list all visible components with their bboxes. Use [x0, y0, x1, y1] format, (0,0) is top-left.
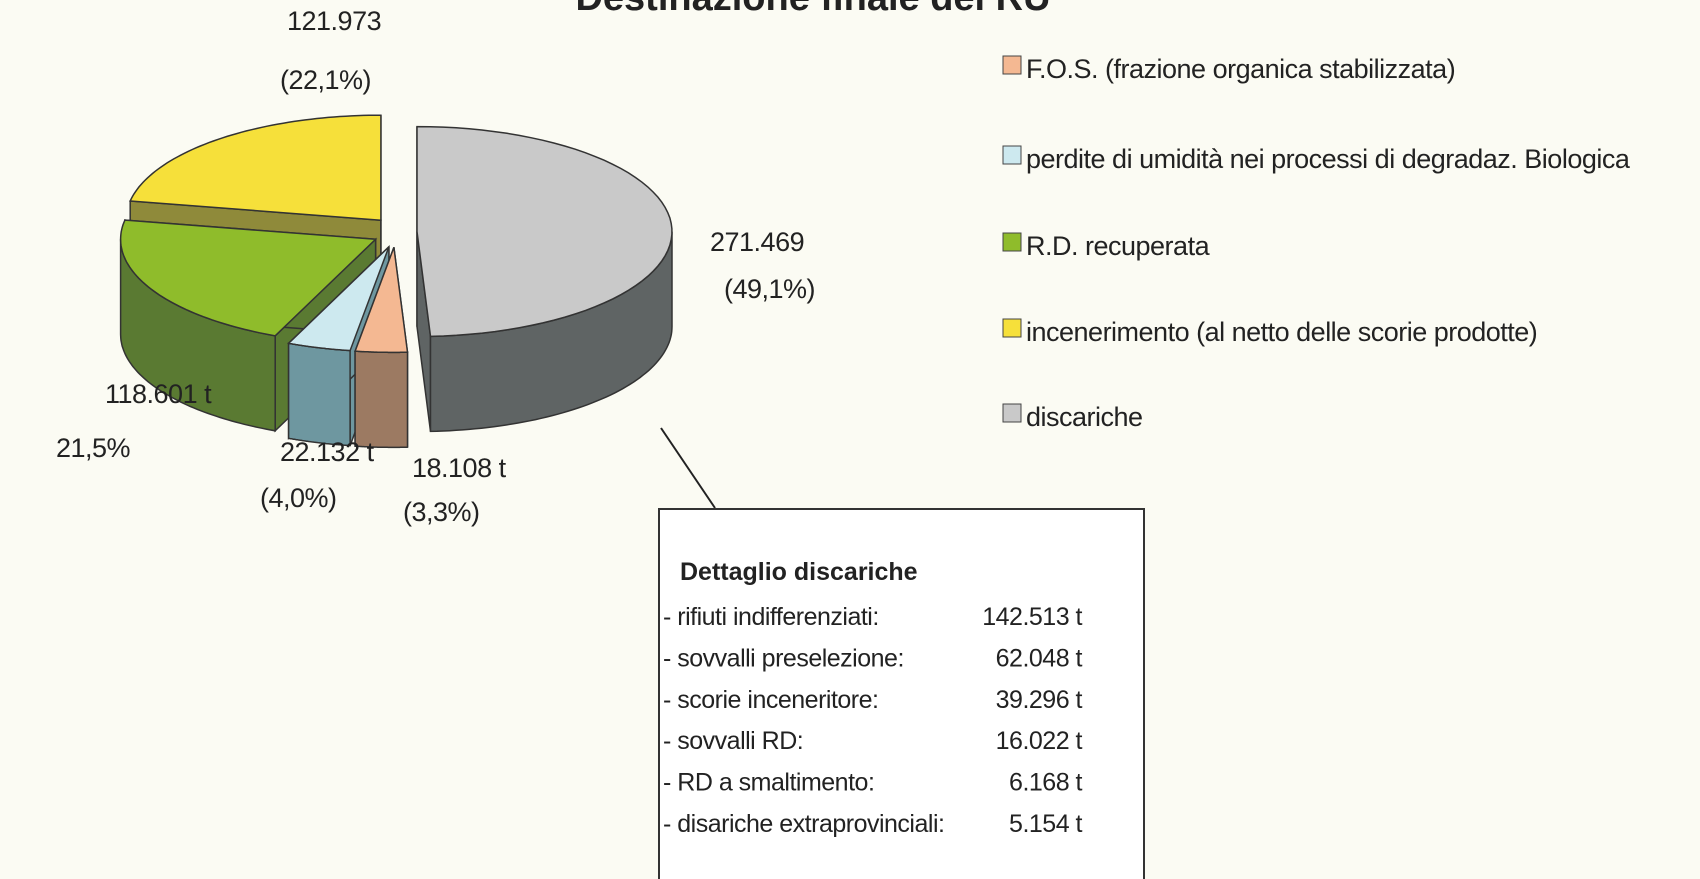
annotation-item-label: - sovvalli RD: [663, 727, 803, 755]
percentage-label: (3,3%) [403, 497, 480, 527]
legend-label: R.D. recuperata [1026, 231, 1211, 261]
leader-line [660, 427, 716, 509]
legend-swatch [1002, 232, 1022, 252]
annotation-item-label: - RD a smaltimento: [663, 769, 874, 797]
value-label: 118.601 t [105, 379, 212, 409]
legend-swatch [1002, 403, 1022, 423]
annotation-item-value: 62.048 t [996, 644, 1083, 672]
legend-swatch [1002, 145, 1022, 165]
annotation-item-label: - sovvalli preselezione: [663, 644, 904, 672]
percentage-label: 21,5% [56, 433, 131, 463]
percentage-label: (49,1%) [724, 274, 815, 304]
annotation-item-value: 5.154 t [1009, 810, 1083, 838]
percentage-label: (22,1%) [280, 65, 371, 95]
slice-top [129, 114, 382, 222]
annotation-item-value: 6.168 t [1009, 769, 1083, 797]
slice-wall [287, 342, 351, 447]
value-label: 18.108 t [412, 453, 507, 483]
annotation-title: Dettaglio discariche [680, 558, 918, 586]
percentage-label: (4,0%) [260, 483, 337, 513]
legend-label: discariche [1026, 402, 1143, 432]
legend: F.O.S. (frazione organica stabilizzata) p… [1002, 54, 1631, 432]
value-label: 121.973 [287, 6, 381, 36]
chart-title: Destinazione finale dei RU [575, 0, 1050, 19]
legend-label: incenerimento (al netto delle scorie pro… [1026, 317, 1537, 347]
slice [416, 125, 673, 433]
legend-swatch [1002, 318, 1022, 338]
annotation-item-value: 142.513 t [982, 603, 1082, 631]
value-label: 271.469 [710, 227, 804, 257]
slice-top [416, 125, 673, 338]
legend-label: F.O.S. (frazione organica stabilizzata) [1026, 54, 1455, 84]
slice-top [119, 219, 378, 337]
annotation-item-label: - scorie inceneritore: [663, 686, 878, 714]
slice-top [354, 247, 409, 354]
slice-wall [354, 350, 409, 449]
slice [354, 247, 409, 449]
annotation-item-label: - rifiuti indifferenziati: [663, 603, 879, 631]
annotation-item-value: 39.296 t [996, 686, 1083, 714]
slice-top [287, 246, 390, 352]
annotation-box: Dettaglio discariche - rifiuti indiffere… [658, 508, 1145, 879]
legend-label: perdite di umidità nei processi di degra… [1026, 144, 1631, 174]
annotation-item-label: - disariche extraprovinciali: [663, 810, 944, 838]
annotation-frame [658, 508, 1145, 879]
annotation-item-value: 16.022 t [996, 727, 1083, 755]
labels: 18.108 t (3,3%) 22.132 t (4,0%) 118.601 t 21,… [56, 6, 816, 527]
pie [119, 114, 673, 449]
value-label: 22.132 t [280, 437, 375, 467]
legend-swatch [1002, 55, 1022, 75]
